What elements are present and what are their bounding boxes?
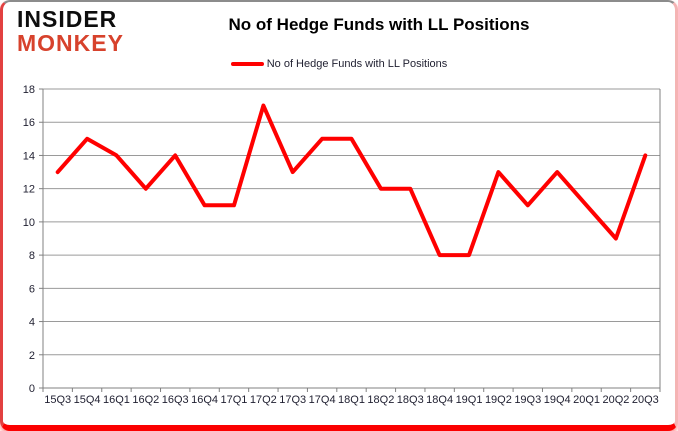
x-axis-label: 16Q2 — [132, 394, 159, 406]
x-axis-label: 15Q4 — [74, 394, 101, 406]
y-axis-label: 12 — [23, 184, 35, 196]
y-axis-label: 18 — [23, 84, 35, 96]
x-axis-label: 18Q2 — [367, 394, 394, 406]
y-axis-label: 2 — [29, 350, 35, 362]
x-axis-label: 19Q4 — [544, 394, 571, 406]
x-axis-label: 18Q3 — [397, 394, 424, 406]
insider-monkey-logo: INSIDER MONKEY — [17, 6, 124, 56]
x-axis-label: 16Q4 — [191, 394, 218, 406]
x-axis-label: 19Q2 — [485, 394, 512, 406]
x-axis-label: 20Q2 — [602, 394, 629, 406]
x-axis-label: 20Q1 — [573, 394, 600, 406]
x-axis-label: 17Q1 — [221, 394, 248, 406]
x-axis-label: 15Q3 — [44, 394, 71, 406]
y-axis-label: 14 — [23, 150, 35, 162]
x-axis-label: 16Q1 — [103, 394, 130, 406]
logo-text-monkey: MONKEY — [17, 29, 124, 56]
logo-text-insider: INSIDER — [17, 6, 118, 32]
y-axis-label: 6 — [29, 283, 35, 295]
chart-legend: No of Hedge Funds with LL Positions — [3, 58, 675, 70]
y-axis-label: 16 — [23, 117, 35, 129]
y-axis-label: 10 — [23, 217, 35, 229]
x-axis-label: 17Q3 — [279, 394, 306, 406]
x-axis-label: 16Q3 — [162, 394, 189, 406]
x-axis-label: 18Q4 — [426, 394, 453, 406]
series-line — [55, 103, 648, 258]
x-axis-label: 18Q1 — [338, 394, 365, 406]
x-axis-label: 17Q2 — [250, 394, 277, 406]
x-axis-label: 19Q1 — [456, 394, 483, 406]
x-axis-label: 20Q3 — [632, 394, 659, 406]
chart-title: No of Hedge Funds with LL Positions — [228, 15, 530, 34]
y-axis-label: 4 — [29, 317, 35, 329]
y-axis-label: 8 — [29, 250, 35, 262]
legend-line-marker-icon — [230, 62, 264, 66]
x-axis-label: 17Q4 — [309, 394, 336, 406]
y-axis-label: 0 — [29, 383, 35, 395]
legend-series-label: No of Hedge Funds with LL Positions — [266, 58, 448, 70]
x-axis-label: 19Q3 — [514, 394, 541, 406]
